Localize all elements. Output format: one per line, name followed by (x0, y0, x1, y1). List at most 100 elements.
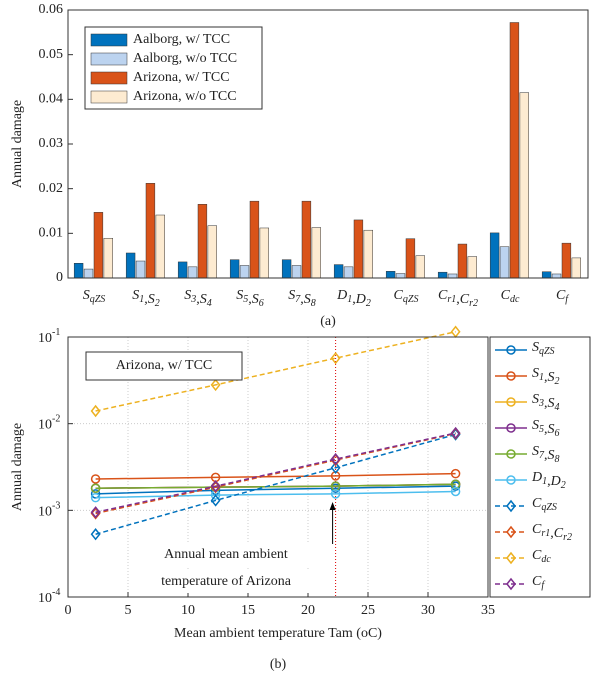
legend-marker (506, 525, 516, 539)
legend-marker (506, 371, 516, 381)
y-tick-label: 10-1 (38, 327, 60, 346)
annotation: temperature of Arizona (161, 574, 292, 589)
bar (571, 257, 581, 279)
x-tick-label: S7,S8 (288, 288, 316, 309)
legend-marker (506, 449, 516, 459)
y-tick-label: 0.03 (39, 136, 64, 151)
bar (207, 225, 217, 279)
legend-label: Cdc (532, 548, 551, 565)
bar (343, 266, 354, 279)
bar (249, 200, 260, 279)
y-tick-label: 0.02 (39, 181, 64, 196)
legend-swatch (90, 71, 128, 85)
data-point (90, 404, 101, 418)
legend-marker (506, 345, 516, 355)
y-tick-label: 0.01 (39, 226, 64, 241)
legend-swatch (90, 52, 128, 66)
bar (415, 255, 425, 279)
data-point (450, 486, 461, 497)
y-axis-label: Annual damage (10, 423, 25, 511)
legend-label: Cf (532, 574, 545, 591)
bar (541, 271, 552, 279)
legend-marker (506, 577, 516, 591)
y-tick-label: 10-2 (38, 414, 60, 433)
data-point (450, 468, 461, 479)
legend-marker (506, 551, 516, 565)
y-tick-label: 0.05 (39, 47, 64, 62)
series-line (95, 433, 456, 535)
x-tick-label: 5 (125, 603, 132, 618)
data-point (90, 506, 101, 519)
annotation-bg (140, 544, 312, 566)
bar (135, 260, 146, 279)
bar (187, 266, 198, 279)
x-tick-label: Cf (556, 288, 569, 305)
series-line (95, 472, 456, 480)
bar (155, 214, 165, 279)
bar (519, 92, 529, 279)
legend-label: SqZS (532, 340, 555, 357)
x-tick-label: 25 (361, 603, 375, 618)
bar (489, 232, 500, 279)
y-tick-label: 0 (56, 270, 63, 285)
annotation-arrowhead (329, 502, 336, 510)
bar (457, 243, 468, 279)
legend-label: S7,S8 (532, 444, 560, 465)
data-point (330, 461, 341, 474)
data-point (330, 489, 341, 499)
data-point (450, 479, 461, 489)
data-point (330, 452, 341, 466)
label-box-text: Arizona, w/ TCC (116, 358, 213, 373)
y-tick-label: 0.04 (39, 92, 64, 107)
data-point (210, 494, 221, 507)
series-line (95, 490, 456, 499)
caption: (a) (320, 314, 336, 329)
data-point (330, 351, 341, 365)
y-tick-label: 0.06 (39, 2, 64, 17)
x-tick-label: CqZS (394, 288, 419, 305)
bar (509, 22, 520, 279)
x-tick-label: S5,S6 (236, 288, 264, 309)
data-point (90, 483, 101, 493)
x-tick-label: SqZS (83, 288, 106, 305)
x-axis-label: Mean ambient temperature Tam (oC) (174, 626, 382, 641)
x-tick-label: S1,S2 (132, 288, 160, 309)
x-tick-label: S3,S4 (184, 288, 212, 309)
annotation: Annual mean ambient (164, 547, 288, 562)
legend-label: Cr1,Cr2 (532, 522, 572, 543)
y-axis-label: Annual damage (10, 100, 25, 188)
bar (363, 229, 373, 279)
x-tick-label: Cdc (501, 288, 520, 305)
legend-label: S1,S2 (532, 366, 560, 387)
bar (103, 237, 113, 279)
x-tick-label: 30 (421, 603, 435, 618)
legend-swatch (90, 90, 128, 104)
bar (311, 227, 321, 279)
bar (239, 265, 250, 279)
bar (145, 183, 156, 279)
data-point (450, 426, 461, 440)
x-tick-label: 20 (301, 603, 315, 618)
bar (259, 227, 269, 279)
legend-marker (506, 397, 516, 407)
data-point (210, 378, 221, 392)
legend-label: Aalborg, w/ TCC (133, 32, 230, 47)
axes-frame (67, 336, 489, 598)
label-box (85, 351, 243, 381)
bar (561, 242, 572, 279)
series-line (95, 485, 456, 495)
caption: (b) (270, 657, 287, 672)
bar (291, 265, 302, 279)
legend-label: S3,S4 (532, 392, 560, 413)
x-tick-label: D1,D2 (336, 288, 371, 309)
y-tick-label: 10-3 (38, 501, 60, 520)
legend-label: Arizona, w/ TCC (133, 70, 230, 85)
bar (125, 252, 136, 279)
x-tick-label: 35 (481, 603, 495, 618)
x-tick-label: 15 (241, 603, 255, 618)
data-point (210, 479, 221, 493)
bar (93, 212, 104, 279)
legend-label: Arizona, w/o TCC (133, 89, 237, 104)
x-tick-label: Cr1,Cr2 (438, 288, 478, 309)
